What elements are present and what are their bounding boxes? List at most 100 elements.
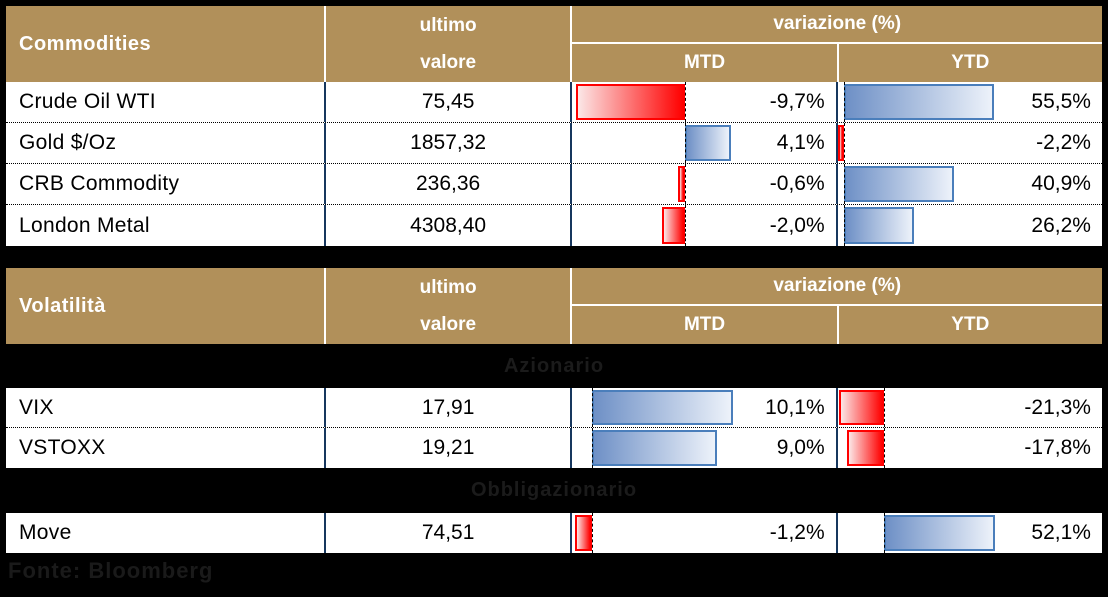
- mtd-bar-cell: 4,1%: [570, 123, 835, 163]
- mtd-column-header: MTD: [683, 314, 726, 335]
- instrument-label: Gold $/Oz: [19, 131, 117, 154]
- ultimo-label: ultimo: [419, 276, 477, 298]
- mtd-data-bar: [592, 430, 718, 466]
- ytd-bar-cell: -2,2%: [835, 123, 1102, 163]
- zero-axis-line: [843, 82, 845, 122]
- instrument-label: VIX: [19, 395, 54, 419]
- ytd-column-header: YTD: [836, 44, 1102, 82]
- ytd-data-bar: [846, 430, 885, 466]
- ytd-bar-cell: -21,3%: [835, 388, 1102, 427]
- zero-axis-line: [684, 205, 686, 246]
- zero-axis-line: [843, 123, 845, 163]
- ytd-value: 55,5%: [1031, 90, 1091, 113]
- volatility-header: Volatilità ultimo valore variazione (%) …: [6, 268, 1102, 344]
- last-value: 4308,40: [323, 205, 571, 246]
- table-row-crude-oil-wti: Crude Oil WTI 75,45 -9,7% 55,5%: [6, 82, 1102, 123]
- instrument-label: London Metal: [19, 213, 150, 237]
- mtd-bar-cell: 10,1%: [570, 388, 835, 427]
- ytd-data-bar: [839, 390, 885, 425]
- section-label-azionario: Azionario: [6, 344, 1102, 388]
- mtd-value: -2,0%: [769, 213, 825, 237]
- ytd-value: -17,8%: [1024, 436, 1091, 459]
- mtd-column-header: MTD: [683, 52, 726, 73]
- section-label-obbligazionario: Obbligazionario: [6, 468, 1102, 513]
- zero-axis-line: [684, 164, 686, 204]
- mtd-data-bar: [575, 515, 593, 551]
- zero-axis-line: [884, 513, 886, 553]
- zero-axis-line: [684, 123, 686, 163]
- ytd-column-header: YTD: [836, 306, 1102, 344]
- variation-subheaders: MTD YTD: [572, 306, 1102, 344]
- ytd-bar-cell: 40,9%: [835, 164, 1102, 204]
- last-value: 236,36: [323, 164, 571, 204]
- ytd-data-bar: [843, 207, 915, 244]
- ytd-bar-cell: 26,2%: [835, 205, 1102, 246]
- variation-label: variazione (%): [572, 6, 1102, 44]
- volatility-table: Volatilità ultimo valore variazione (%) …: [6, 268, 1102, 553]
- source-note: Fonte: Bloomberg: [8, 558, 214, 583]
- variation-subheaders: MTD YTD: [572, 44, 1102, 82]
- instrument-label: VSTOXX: [19, 436, 106, 459]
- mtd-bar-cell: -1,2%: [570, 513, 835, 553]
- variation-label: variazione (%): [572, 268, 1102, 306]
- commodities-table: Commodities ultimo valore variazione (%)…: [6, 6, 1102, 246]
- ytd-value: -2,2%: [1036, 131, 1091, 154]
- ytd-data-bar: [843, 166, 955, 202]
- ytd-data-bar: [837, 125, 844, 161]
- instrument-label: Move: [19, 521, 72, 544]
- last-value-column-header: ultimo valore: [323, 268, 571, 344]
- variation-column-header: variazione (%) MTD YTD: [570, 6, 1102, 82]
- mtd-data-bar: [662, 207, 685, 244]
- last-value: 74,51: [323, 513, 571, 553]
- instrument-label: Crude Oil WTI: [19, 90, 156, 113]
- ytd-bar-cell: 52,1%: [835, 513, 1102, 553]
- table-row-gold: Gold $/Oz 1857,32 4,1% -2,2%: [6, 123, 1102, 164]
- mtd-value: 4,1%: [776, 131, 825, 154]
- ytd-bar-cell: 55,5%: [835, 82, 1102, 122]
- valore-label: valore: [420, 313, 477, 335]
- last-value: 75,45: [323, 82, 571, 122]
- ytd-data-bar: [843, 84, 994, 120]
- valore-label: valore: [420, 51, 477, 73]
- mtd-bar-cell: -9,7%: [570, 82, 835, 122]
- mtd-bar-cell: -2,0%: [570, 205, 835, 246]
- mtd-value: -9,7%: [769, 90, 825, 113]
- last-value: 19,21: [323, 428, 571, 468]
- ytd-value: 52,1%: [1031, 521, 1091, 544]
- mtd-value: 9,0%: [776, 436, 825, 459]
- zero-axis-line: [592, 388, 594, 427]
- commodities-header: Commodities ultimo valore variazione (%)…: [6, 6, 1102, 82]
- mtd-data-bar: [684, 125, 731, 161]
- ytd-value: 40,9%: [1031, 172, 1091, 195]
- mtd-data-bar: [575, 84, 685, 120]
- ytd-value: 26,2%: [1031, 213, 1091, 237]
- mtd-bar-cell: 9,0%: [570, 428, 835, 468]
- table-row-vix: VIX 17,91 10,1% -21,3%: [6, 388, 1102, 428]
- mtd-bar-cell: -0,6%: [570, 164, 835, 204]
- zero-axis-line: [592, 513, 594, 553]
- mtd-value: 10,1%: [765, 395, 825, 419]
- ytd-data-bar: [884, 515, 995, 551]
- mtd-value: -1,2%: [769, 521, 825, 544]
- ytd-bar-cell: -17,8%: [835, 428, 1102, 468]
- last-value-column-header: ultimo valore: [323, 6, 571, 82]
- commodities-title: Commodities: [19, 32, 152, 55]
- zero-axis-line: [592, 428, 594, 468]
- table-row-london-metal: London Metal 4308,40 -2,0% 26,2%: [6, 205, 1102, 246]
- zero-axis-line: [884, 428, 886, 468]
- instrument-label: CRB Commodity: [19, 172, 180, 195]
- volatility-title: Volatilità: [19, 294, 106, 317]
- mtd-value: -0,6%: [769, 172, 825, 195]
- table-row-crb-commodity: CRB Commodity 236,36 -0,6% 40,9%: [6, 164, 1102, 205]
- mtd-data-bar: [677, 166, 685, 202]
- zero-axis-line: [684, 82, 686, 122]
- table-row-move: Move 74,51 -1,2% 52,1%: [6, 513, 1102, 553]
- zero-axis-line: [843, 164, 845, 204]
- table-row-vstoxx: VSTOXX 19,21 9,0% -17,8%: [6, 428, 1102, 468]
- zero-axis-line: [843, 205, 845, 246]
- variation-column-header: variazione (%) MTD YTD: [570, 268, 1102, 344]
- last-value: 1857,32: [323, 123, 571, 163]
- ultimo-label: ultimo: [419, 14, 477, 36]
- ytd-value: -21,3%: [1024, 395, 1091, 419]
